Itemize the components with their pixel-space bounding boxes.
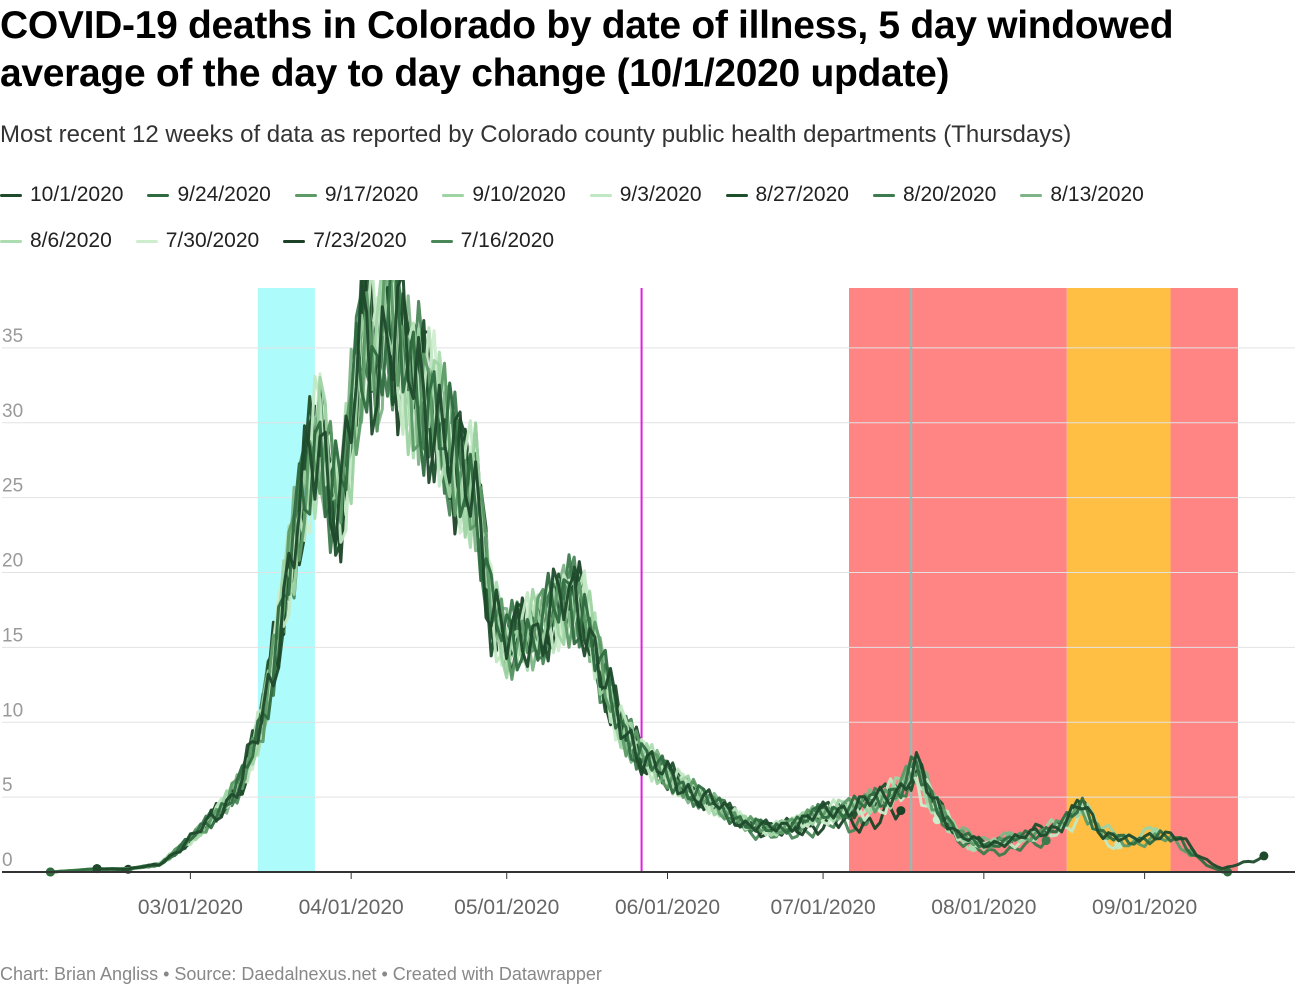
highlight-band <box>849 288 1067 872</box>
legend-swatch <box>0 193 22 197</box>
chart-credits: Chart: Brian Angliss • Source: Daedalnex… <box>0 964 602 984</box>
series-line <box>48 280 939 874</box>
series-end-point <box>896 806 906 816</box>
legend-label: 8/20/2020 <box>902 183 997 206</box>
legend-swatch <box>442 193 465 197</box>
line-chart: 0 5 10 15 20 25 30 35 03/01/2020 04/01/2020 05/01… <box>2 280 1295 919</box>
legend-swatch <box>135 239 158 243</box>
series-line <box>48 280 867 874</box>
legend-item: 7/23/2020 <box>283 226 407 256</box>
series-lines <box>45 280 1269 877</box>
series-end-point <box>1041 836 1051 846</box>
legend-label: 9/3/2020 <box>619 183 702 206</box>
legend-label: 9/17/2020 <box>324 183 419 206</box>
x-tick-label: 08/01/2020 <box>931 896 1036 919</box>
y-tick-label: 25 <box>2 476 23 497</box>
legend-swatch <box>725 193 748 197</box>
series-start-point <box>92 864 102 874</box>
gridlines <box>2 347 1295 798</box>
highlight-band <box>1170 288 1238 872</box>
legend-label: 9/10/2020 <box>472 183 566 206</box>
legend-item: 8/20/2020 <box>872 180 997 210</box>
legend-swatch <box>589 193 612 197</box>
x-tick-label: 06/01/2020 <box>615 896 720 919</box>
x-tick-label: 04/01/2020 <box>299 896 404 919</box>
y-tick-label: 20 <box>2 551 23 572</box>
legend-swatch <box>1020 193 1043 197</box>
legend-label: 9/24/2020 <box>177 183 271 206</box>
series-end-point <box>1259 851 1269 861</box>
legend-swatch <box>294 193 317 197</box>
y-tick-label: 35 <box>2 326 23 347</box>
legend: 10/1/2020 9/24/2020 9/17/2020 9/10/2020 9/3/… <box>0 180 1290 256</box>
y-tick-label: 5 <box>2 775 13 796</box>
legend-swatch <box>872 193 895 197</box>
legend-item: 8/13/2020 <box>1020 180 1144 210</box>
y-tick-label: 0 <box>2 850 13 871</box>
y-tick-label: 10 <box>2 700 23 721</box>
legend-label: 8/13/2020 <box>1050 183 1144 206</box>
legend-label: 7/23/2020 <box>313 229 407 252</box>
highlight-band <box>1066 288 1171 872</box>
legend-swatch <box>283 239 306 243</box>
chart-subtitle: Most recent 12 weeks of data as reported… <box>0 121 1072 148</box>
legend-label: 7/30/2020 <box>165 229 260 252</box>
legend-label: 10/1/2020 <box>30 183 124 206</box>
x-tick-label: 07/01/2020 <box>771 896 876 919</box>
x-tick-label: 05/01/2020 <box>454 896 559 919</box>
x-tick-label: 03/01/2020 <box>138 896 243 919</box>
legend-item: 10/1/2020 <box>0 180 123 210</box>
legend-swatch <box>147 193 170 197</box>
chart-title: COVID-19 deaths in Colorado by date of i… <box>0 4 1174 95</box>
series-line <box>48 280 1230 874</box>
legend-swatch <box>430 239 453 243</box>
y-tick-label: 15 <box>2 625 23 646</box>
legend-item: 9/24/2020 <box>147 180 271 210</box>
legend-swatch <box>0 239 22 243</box>
legend-item: 8/6/2020 <box>0 226 112 256</box>
legend-label: 8/27/2020 <box>755 183 849 206</box>
legend-item: 9/10/2020 <box>442 180 566 210</box>
y-axis: 0 5 10 15 20 25 30 35 <box>2 326 1295 873</box>
series-line <box>48 280 975 874</box>
legend-item: 9/17/2020 <box>294 180 419 210</box>
legend-item: 9/3/2020 <box>589 180 702 210</box>
legend-label: 7/16/2020 <box>460 229 555 252</box>
x-tick-label: 09/01/2020 <box>1092 896 1197 919</box>
x-axis: 03/01/2020 04/01/2020 05/01/2020 06/01/2020… <box>138 872 1197 919</box>
y-tick-label: 30 <box>2 401 23 422</box>
legend-item: 8/27/2020 <box>725 180 849 210</box>
legend-item: 7/16/2020 <box>430 226 555 256</box>
legend-item: 7/30/2020 <box>135 226 260 256</box>
series-line <box>95 280 1266 871</box>
legend-label: 8/6/2020 <box>30 229 112 252</box>
highlight-bands <box>257 288 1238 872</box>
